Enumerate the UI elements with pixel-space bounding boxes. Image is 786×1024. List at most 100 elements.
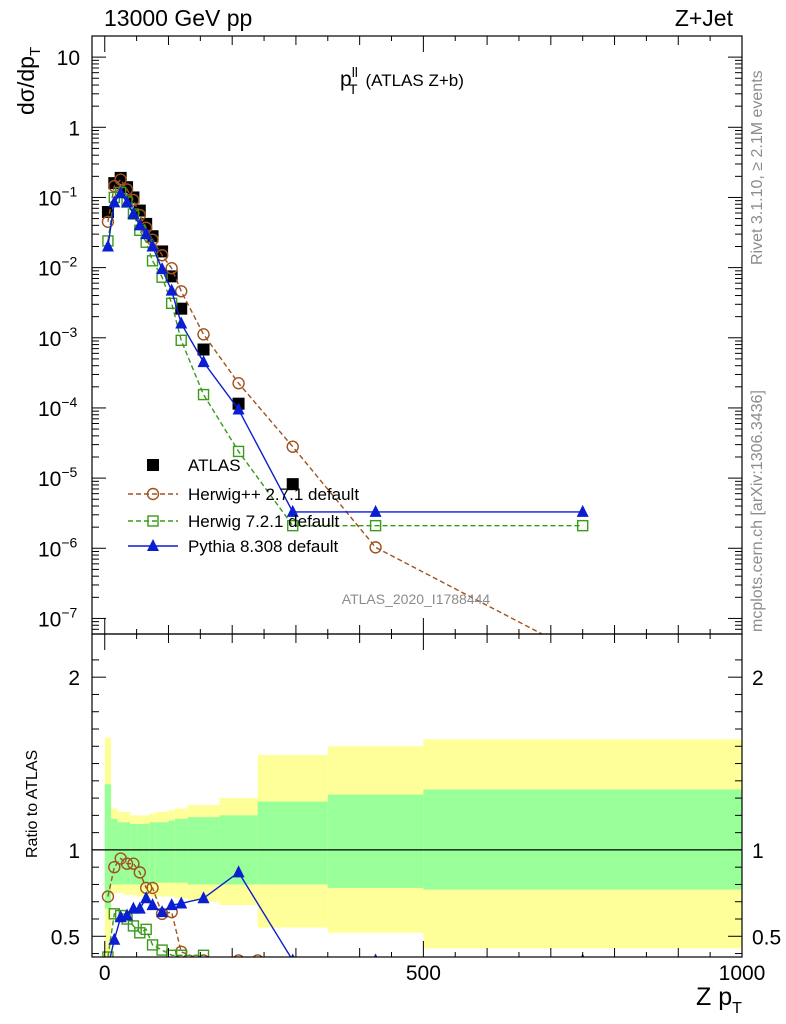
ratio-y-tick-label-right: 1 [752,840,764,863]
legend-label: Pythia 8.308 default [188,537,339,556]
series-herwig-7-2-1-default [102,186,589,532]
data-point [286,504,299,517]
inner-band [155,822,169,883]
y-tick-label: 10−2 [38,254,78,281]
y-tick-label: 10−1 [38,183,78,210]
y-tick-mantissa: 10 [38,258,61,281]
series-line [107,191,583,513]
legend-label: ATLAS [188,456,241,475]
data-point [101,239,114,252]
y-tick-mantissa: 10 [38,468,61,491]
uncertainty-bands [104,737,742,957]
inner-band [168,820,175,883]
y-tick-exponent: −1 [61,183,77,199]
data-point [108,179,121,193]
data-point [576,504,589,517]
data-point [232,402,245,415]
y-tick-label: 10−7 [38,604,78,631]
ratio-frame [91,633,743,958]
data-point [133,218,146,231]
data-point [197,328,210,341]
ratio-point [120,857,134,870]
inner-band [174,818,188,883]
header-left-title: 13000 GeV pp [104,5,252,31]
series-pythia-8-308-default [101,186,589,517]
ratio-point [175,896,188,909]
ratio-point [140,923,152,936]
ratio-point [290,953,295,957]
mcplots-label: mcplots.cern.ch [arXiv:1306.3436] [749,390,766,632]
ratio-y-tick-label-left: 0.5 [51,926,80,949]
data-point [165,262,178,275]
series-line [107,191,583,527]
ratio-y-tick-label-left: 2 [68,667,80,690]
inner-band [104,784,112,909]
data-point [121,181,134,194]
y-tick-mantissa: 10 [38,398,61,421]
y-tick-exponent: −3 [61,324,77,340]
data-point [133,204,146,217]
x-tick-label: 1000 [719,962,766,985]
main-ylabel-text: dσ/dp [13,56,39,115]
y-tick-label: 1 [68,117,80,140]
data-point [101,215,115,228]
series-line [107,178,544,634]
inner-band [257,801,328,885]
ratio-y-tick-label-right: 0.5 [752,926,781,949]
ratio-point [252,954,263,957]
legend: ATLAS Herwig++ 2.7.1 default Herwig 7.2.1 … [128,456,359,556]
ratio-y-axis-label: Ratio to ATLAS [24,750,41,858]
data-point [127,207,140,220]
data-point [286,440,299,453]
analysis-watermark: ATLAS_2020_I1788444 [342,591,491,607]
ratio-point [108,932,121,945]
y-tick-exponent: −5 [61,464,77,480]
data-point [175,285,188,298]
y-tick-label: 10−3 [38,324,78,351]
y-tick-mantissa: 10 [38,187,61,210]
data-point [146,239,159,252]
x-ticks: 0 500 1000 [99,634,765,985]
data-point [156,245,169,258]
main-plot-area [101,171,589,634]
ratio-point [133,901,146,914]
inner-band [136,824,143,885]
ratio-point [165,898,178,911]
data-point [101,206,114,219]
data-point [114,173,127,186]
inner-band [130,824,137,885]
legend-marker [147,539,159,551]
y-tick-mantissa: 10 [38,328,61,351]
data-point [576,519,589,532]
data-point [286,478,299,491]
legend-marker [147,515,159,527]
header-right-title: Z+Jet [675,5,734,31]
ratio-point [373,953,378,957]
data-point [369,519,382,532]
y-tick-exponent: −6 [61,534,77,550]
legend-label: Herwig++ 2.7.1 default [188,485,359,504]
data-point [165,283,178,296]
legend-entry: Herwig 7.2.1 default [128,512,339,531]
inner-band [327,794,424,888]
main-title-p: p [340,68,352,91]
data-point [287,519,299,532]
x-axis-label: Z pT [696,983,742,1017]
ratio-point [175,949,187,957]
data-point [369,504,382,517]
y-tick-exponent: −4 [61,394,77,410]
main-plot-title: pll T (ATLAS Z+b) [340,64,464,97]
data-point [165,297,178,310]
legend-label: Herwig 7.2.1 default [188,512,339,531]
main-title-sup: ll [352,64,358,80]
ratio-point [101,890,115,903]
ratio-y-tick-label-left: 1 [68,840,80,863]
ratio-point [156,944,168,956]
series-herwig-2-7-1-default [101,173,544,634]
legend-entry: ATLAS [147,456,241,475]
data-point [232,445,245,458]
ratio-y-ticks: 0.5 0.5 1 1 2 2 [51,659,781,955]
legend-entry: Pythia 8.308 default [128,537,339,556]
